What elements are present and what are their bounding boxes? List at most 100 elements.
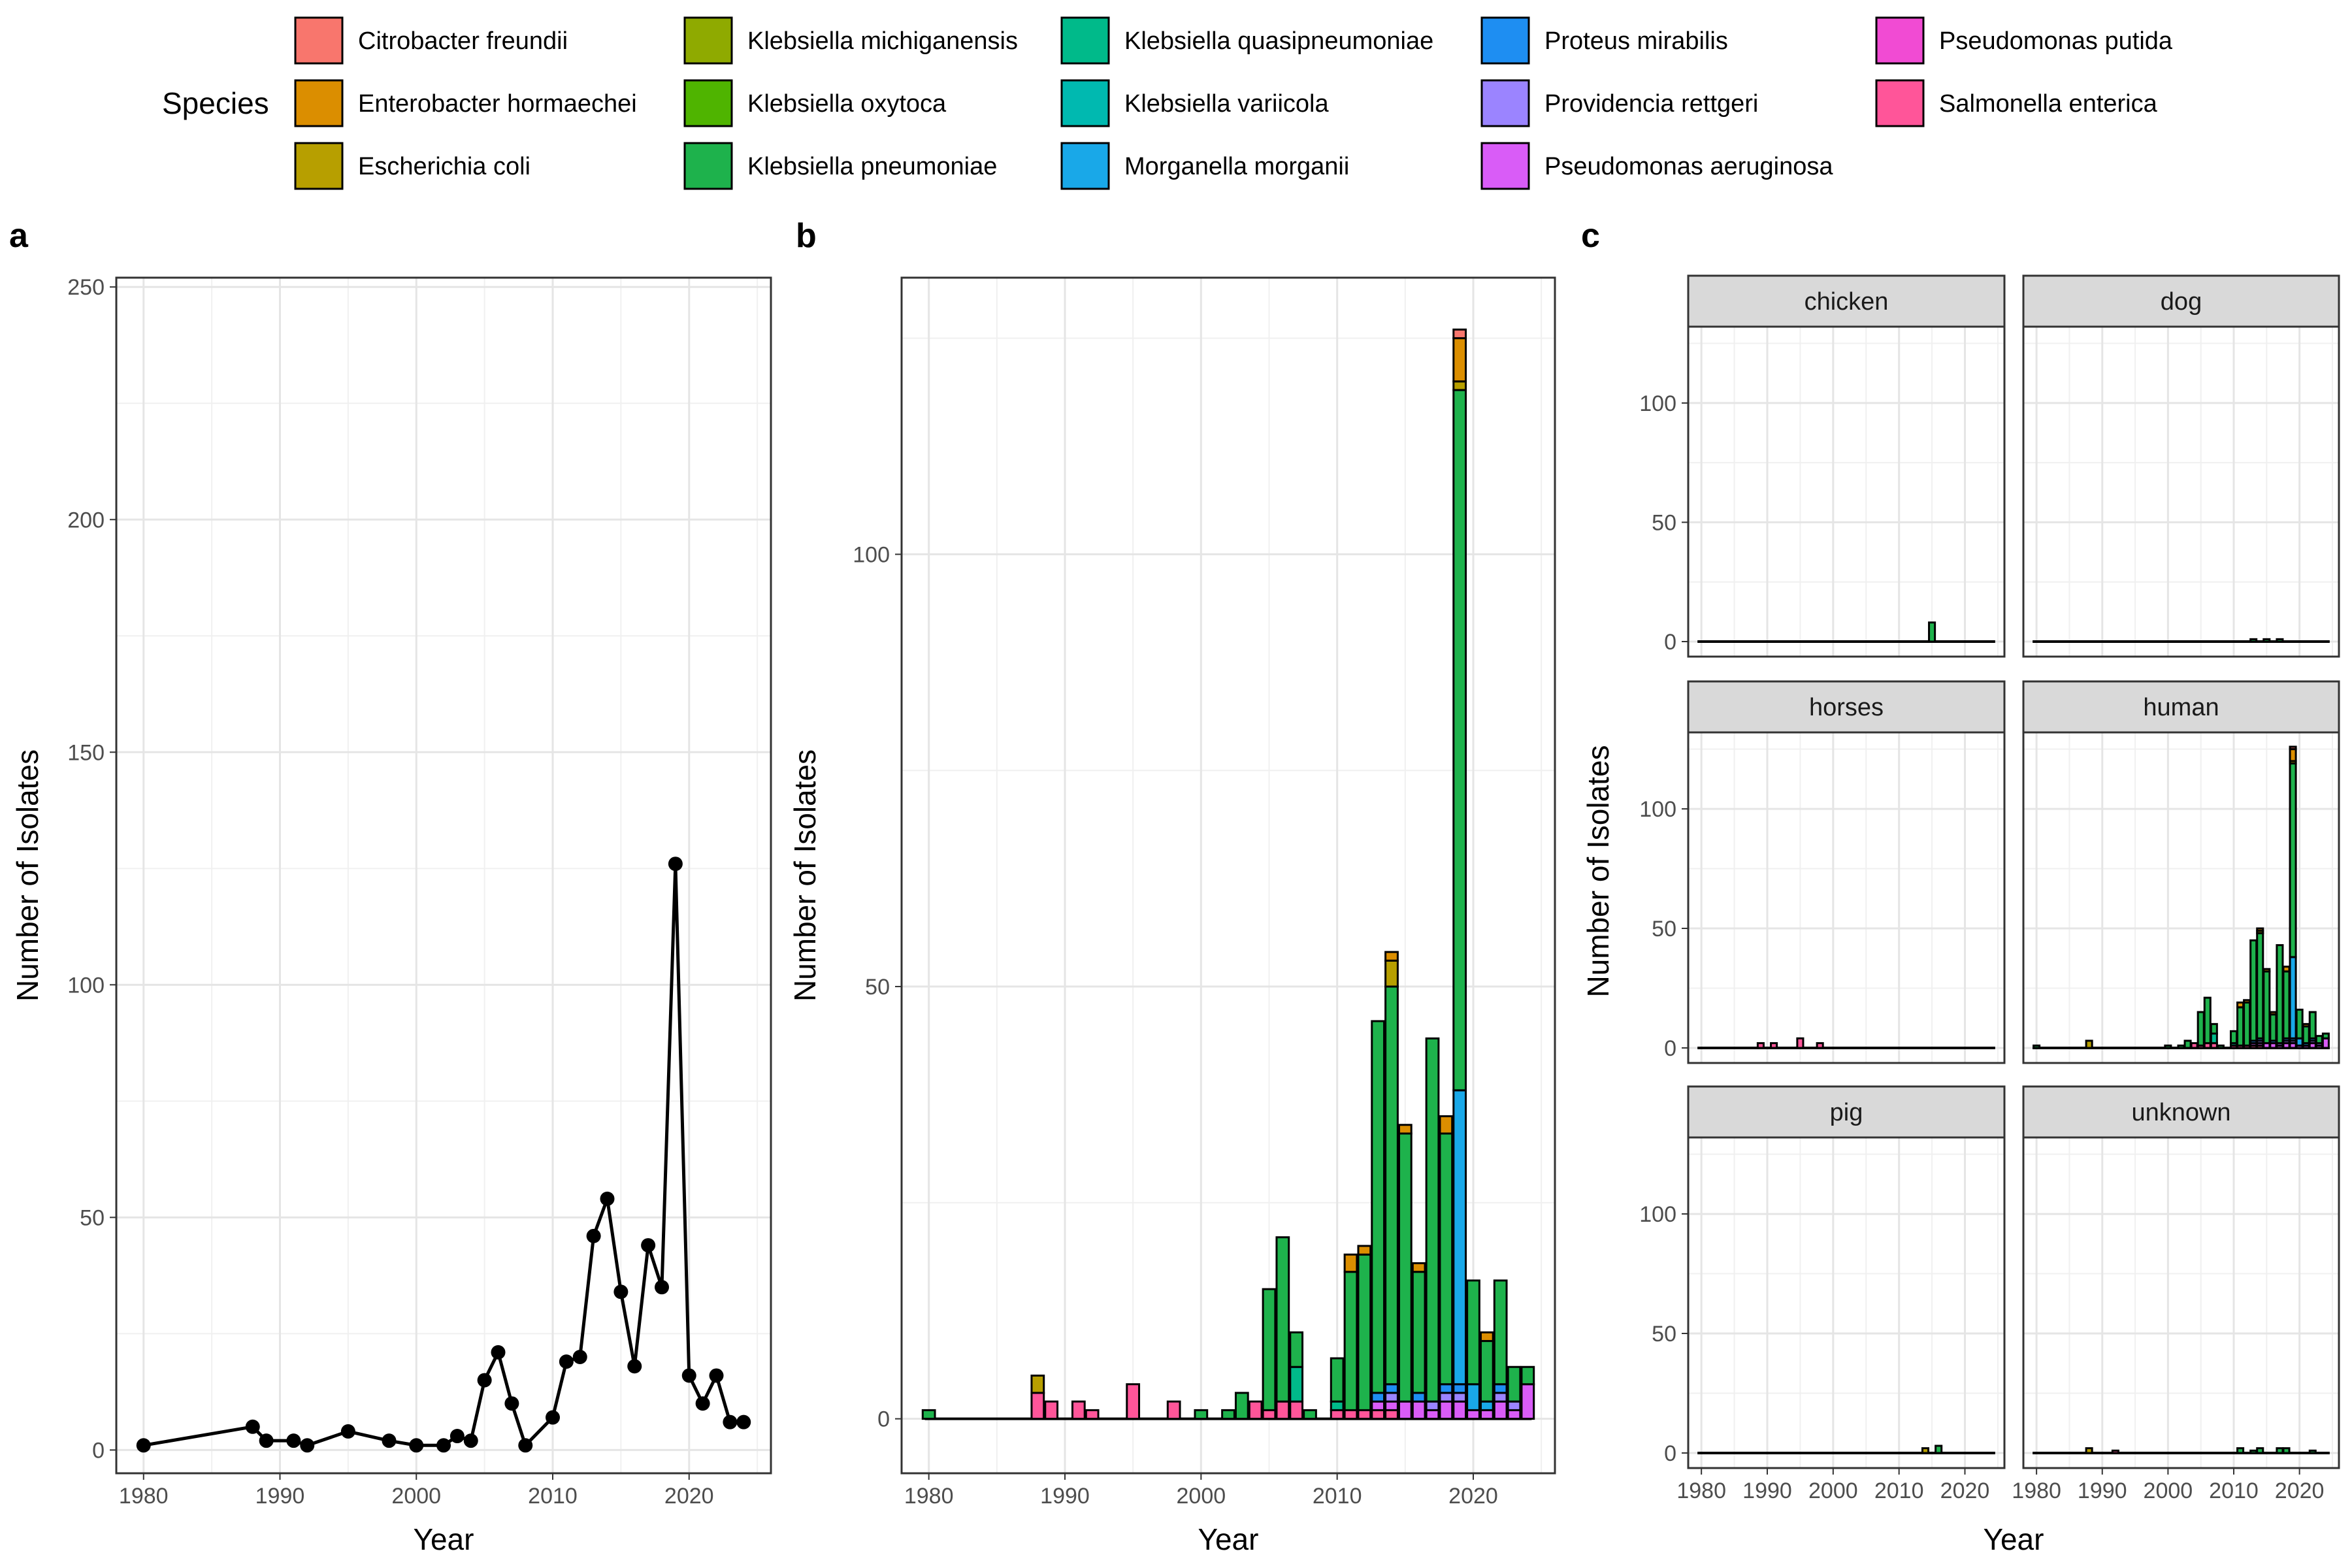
legend-swatch-klebsiella-pneumoniae: [683, 142, 733, 190]
c-unknown-bar-1988-escherichia-coli: [2085, 1447, 2093, 1454]
c-pig-x-tick-label: 2010: [1874, 1478, 1924, 1503]
c-horses-bar-1998-salmonella-enterica: [1816, 1042, 1824, 1049]
c-unknown-bar-1992-salmonella-enterica: [2111, 1449, 2119, 1454]
c-pig-bar-2016-klebsiella-pneumoniae: [1935, 1445, 1943, 1454]
b-bar-2019-enterobacter-hormaechei: [1452, 337, 1467, 383]
facet-human: human: [2022, 680, 2340, 1064]
b-bar-2013-proteus-mirabilis: [1371, 1392, 1386, 1403]
facet-chicken: chicken 0 50 100: [1639, 274, 2006, 658]
a-y-tick-label: 100: [67, 973, 105, 998]
c-horses-panel-border: [1687, 731, 2006, 1064]
b-bar-2023-pseudomonas-aeruginosa: [1507, 1409, 1522, 1420]
c-unknown-x-tick-label: 1980: [2012, 1478, 2061, 1503]
c-human-bar-2020-klebsiella-pneumoniae: [2295, 1008, 2304, 1039]
panel-label-c: c: [1581, 217, 1600, 255]
c-unknown-strip-label: unknown: [2131, 1099, 2230, 1126]
b-y-axis-title: Number of Isolates: [788, 749, 822, 1002]
a-point-2021: [695, 1396, 710, 1411]
a-x-tick-label: 2020: [664, 1484, 714, 1509]
c-chicken-plot-background: [1688, 327, 2004, 657]
c-chicken-y-tick-label: 100: [1639, 391, 1676, 416]
c-human-bar-2019-enterobacter-hormaechei: [2289, 748, 2297, 762]
c-horses-y-tick-label: 100: [1639, 797, 1676, 822]
c-unknown-panel-border: [2022, 1136, 2340, 1469]
c-dog-strip-label: dog: [2161, 288, 2202, 316]
c-dog-bar-2015-klebsiella-pneumoniae: [2262, 638, 2271, 643]
a-series-line: [143, 862, 744, 1447]
c-dog-panel-border: [2022, 325, 2340, 658]
b-bar-2021-klebsiella-pneumoniae: [1479, 1340, 1494, 1403]
a-point-2006: [491, 1345, 506, 1360]
legend-swatch-morganella-morganii: [1060, 142, 1110, 190]
a-y-tick-label: 250: [67, 275, 105, 300]
b-bar-2015-pseudomonas-aeruginosa: [1397, 1400, 1413, 1420]
b-bar-2019-klebsiella-pneumoniae: [1452, 389, 1467, 1092]
b-bar-2019-proteus-mirabilis: [1452, 1383, 1467, 1394]
a-x-tick-label: 2010: [528, 1484, 578, 1509]
legend-label-klebsiella-michiganensis: Klebsiella michiganensis: [747, 27, 1018, 55]
b-bar-2013-klebsiella-pneumoniae: [1371, 1020, 1386, 1394]
b-bar-2024-klebsiella-pneumoniae: [1520, 1365, 1535, 1386]
b-bar-2000-klebsiella-pneumoniae: [1194, 1409, 1209, 1420]
c-human-bar-2024-klebsiella-pneumoniae: [2321, 1032, 2330, 1039]
c-horses-bar-1995-salmonella-enterica: [1796, 1037, 1805, 1049]
c-unknown-strip: [2022, 1085, 2340, 1139]
c-human-bar-2024-pseudomonas-aeruginosa: [2321, 1037, 2330, 1049]
c-human-bar-2000-klebsiella-pneumoniae: [2164, 1044, 2172, 1049]
a-point-2013: [586, 1228, 601, 1243]
b-bar-2022-providencia-rettgeri: [1493, 1392, 1508, 1403]
b-bar-2014-klebsiella-pneumoniae: [1384, 985, 1399, 1386]
c-pig-x-tick-label: 2020: [1940, 1478, 1990, 1503]
b-x-tick-label: 2020: [1448, 1484, 1498, 1509]
b-bar-2012-klebsiella-pneumoniae: [1357, 1253, 1372, 1411]
a-point-2002: [436, 1438, 451, 1453]
legend-swatch-escherichia-coli: [294, 142, 344, 190]
c-unknown-x-tick-label: 1990: [2078, 1478, 2127, 1503]
b-bar-2007-klebsiella-pneumoniae: [1289, 1331, 1304, 1368]
c-human-bar-2014-enterobacter-hormaechei: [2256, 927, 2264, 932]
a-point-2017: [641, 1238, 656, 1253]
b-bar-2023-providencia-rettgeri: [1507, 1400, 1522, 1411]
c-chicken-y-tick-label: 0: [1664, 630, 1676, 655]
a-point-2008: [518, 1438, 533, 1453]
a-x-tick-label: 2000: [391, 1484, 441, 1509]
legend-title: Species: [162, 86, 269, 120]
panel-label-b: b: [796, 217, 817, 255]
b-bar-2018-proteus-mirabilis: [1439, 1383, 1454, 1394]
b-bar-1980-klebsiella-pneumoniae: [921, 1409, 936, 1420]
b-bar-2016-proteus-mirabilis: [1411, 1392, 1426, 1403]
c-dog-bar-2017-klebsiella-pneumoniae: [2276, 638, 2284, 643]
legend-swatch-pseudomonas-aeruginosa: [1480, 142, 1530, 190]
c-unknown-x-tick-label: 2020: [2275, 1478, 2325, 1503]
c-chicken-panel-border: [1687, 325, 2006, 658]
b-x-tick-label: 1980: [904, 1484, 954, 1509]
b-bar-2013-salmonella-enterica: [1371, 1409, 1386, 1420]
b-bar-2018-pseudomonas-aeruginosa: [1439, 1400, 1454, 1420]
c-pig-x-tick-label: 2000: [1808, 1478, 1858, 1503]
b-bar-2014-proteus-mirabilis: [1384, 1383, 1399, 1394]
c-horses-y-tick-label: 0: [1664, 1036, 1676, 1061]
panel-label-a: a: [9, 217, 29, 255]
facet-pig: pig 1980 1990 2000 2010 2020 0 50 100: [1639, 1085, 2006, 1503]
b-bar-2018-providencia-rettgeri: [1439, 1392, 1454, 1403]
a-point-2000: [409, 1438, 424, 1453]
facet-horses: horses 0 50 100: [1639, 680, 2006, 1064]
c-pig-plot-background: [1688, 1137, 2004, 1468]
a-point-2003: [449, 1429, 465, 1444]
c-human-bar-2013-klebsiella-pneumoniae: [2249, 939, 2258, 1042]
a-point-1991: [286, 1433, 301, 1448]
c-pig-y-tick-label: 100: [1639, 1202, 1676, 1227]
c-human-bar-2010-klebsiella-pneumoniae: [2229, 1030, 2238, 1045]
b-bar-2019-morganella-morganii: [1452, 1089, 1467, 1386]
b-bar-2005-salmonella-enterica: [1262, 1409, 1277, 1420]
a-x-axis-title: Year: [414, 1522, 474, 1556]
b-bar-2015-klebsiella-pneumoniae: [1397, 1132, 1413, 1403]
b-bar-2003-klebsiella-pneumoniae: [1234, 1392, 1249, 1420]
b-y-tick-label: 100: [853, 542, 890, 567]
c-pig-bar-2014-escherichia-coli: [1921, 1447, 1930, 1454]
legend-label-klebsiella-quasipneumoniae: Klebsiella quasipneumoniae: [1124, 27, 1433, 55]
b-x-tick-label: 2010: [1313, 1484, 1362, 1509]
b-bar-2011-salmonella-enterica: [1343, 1409, 1358, 1420]
c-pig-y-tick-label: 50: [1652, 1322, 1676, 1347]
a-point-1980: [136, 1438, 151, 1453]
